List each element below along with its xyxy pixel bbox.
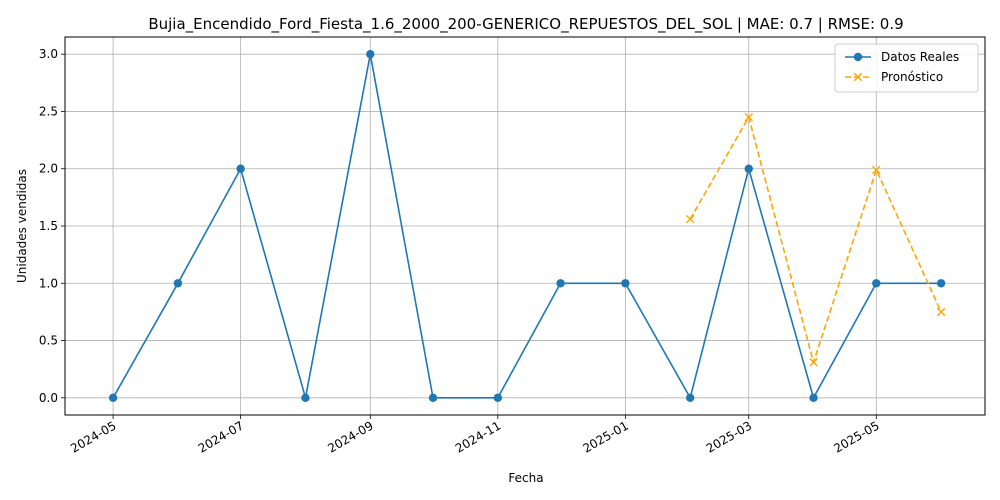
y-tick-label: 3.0 xyxy=(39,47,58,61)
data-point-actual xyxy=(809,393,818,403)
legend-marker-stroke xyxy=(853,72,863,82)
data-point-forecast xyxy=(685,214,695,224)
x-axis-ticks: 2024-05 2024-07 2024-09 2024-11 2025-01 2025-… xyxy=(68,415,882,456)
y-tick-label: 2.0 xyxy=(39,162,58,176)
legend-label-forecast: Pronóstico xyxy=(881,70,943,84)
data-point-actual xyxy=(936,279,946,288)
data-point-actual xyxy=(556,279,565,288)
x-axis-label: Fecha xyxy=(508,471,543,485)
data-point-actual xyxy=(108,393,118,403)
data-point-actual xyxy=(301,393,310,403)
data-point-forecast-stroke xyxy=(871,165,881,175)
data-point-actual xyxy=(685,393,695,403)
series-line-forecast xyxy=(689,116,942,364)
data-point-actual xyxy=(621,279,630,288)
x-tick-label: 2024-05 xyxy=(68,418,118,455)
y-tick-label: 1.0 xyxy=(39,276,58,290)
data-point-forecast-stroke xyxy=(936,307,946,317)
chart-title: Bujia_Encendido_Ford_Fiesta_1.6_2000_200… xyxy=(148,15,903,34)
x-tick-label: 2024-07 xyxy=(196,418,246,455)
data-point-forecast-stroke xyxy=(809,358,818,367)
legend-label-actual: Datos Reales xyxy=(881,50,959,64)
data-point-actual xyxy=(493,393,503,403)
series-layer xyxy=(108,49,946,403)
y-tick-label: 0.0 xyxy=(39,391,58,405)
data-point-actual xyxy=(428,393,438,403)
data-point-forecast-stroke xyxy=(685,214,695,224)
data-point-actual xyxy=(173,279,183,288)
x-tick-label: 2025-05 xyxy=(831,418,881,455)
data-point-actual xyxy=(236,164,245,173)
data-point-forecast xyxy=(936,307,946,317)
data-point-forecast xyxy=(809,358,818,367)
x-tick-label: 2025-01 xyxy=(580,418,630,455)
data-point-actual xyxy=(872,279,881,288)
y-axis-label: Unidades vendidas xyxy=(15,169,29,283)
x-tick-label: 2024-11 xyxy=(453,418,503,455)
y-tick-label: 2.5 xyxy=(39,104,58,118)
y-tick-label: 1.5 xyxy=(39,219,58,233)
grid xyxy=(65,37,985,415)
legend-box xyxy=(834,43,979,93)
data-point-forecast xyxy=(871,165,881,175)
y-tick-label: 0.5 xyxy=(39,334,58,348)
data-point-actual xyxy=(366,49,375,59)
legend-marker-forecast xyxy=(853,72,863,82)
series-line-actual xyxy=(112,53,942,399)
x-tick-label: 2025-03 xyxy=(704,418,754,455)
data-point-forecast-stroke xyxy=(744,112,754,122)
legend-marker-actual xyxy=(853,52,863,62)
y-axis-ticks: 0.0 0.5 1.0 1.5 2.0 2.5 3.0 xyxy=(39,47,65,405)
data-point-forecast xyxy=(744,112,754,122)
x-tick-label: 2024-09 xyxy=(325,418,375,455)
data-point-actual xyxy=(744,164,753,173)
legend: Datos Reales Pronóstico xyxy=(834,43,979,93)
